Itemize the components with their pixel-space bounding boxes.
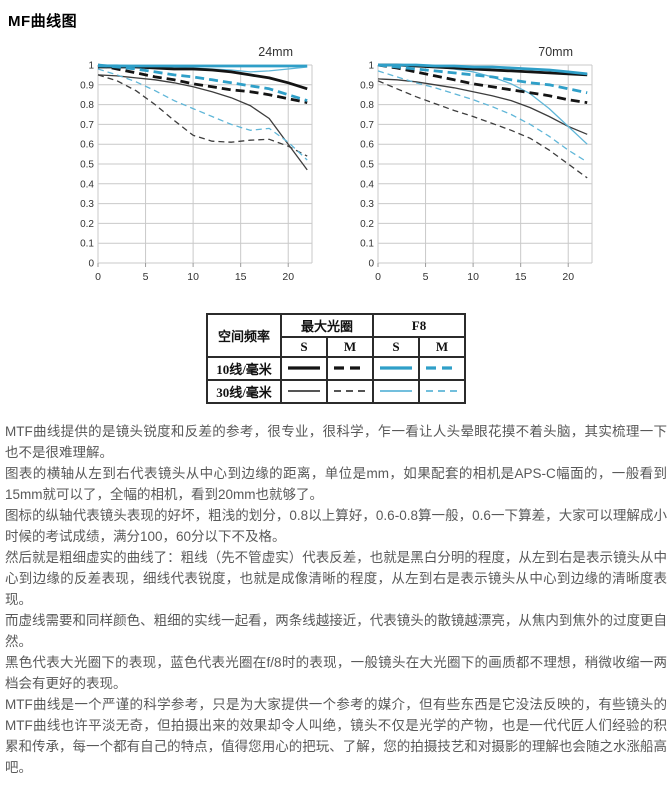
- article-paragraph: MTF曲线是一个严谨的科学参考，只是为大家提供一个参考的媒介，但有些东西是它没法…: [5, 697, 667, 775]
- svg-text:0.7: 0.7: [80, 120, 94, 131]
- svg-text:5: 5: [423, 271, 429, 283]
- svg-text:0.3: 0.3: [80, 199, 94, 210]
- svg-text:0.3: 0.3: [360, 199, 374, 210]
- article-paragraph: MTF曲线提供的是镜头锐度和反差的参考，很专业，很科学，乍一看让人头晕眼花摸不着…: [5, 424, 667, 460]
- svg-text:0.9: 0.9: [360, 80, 374, 91]
- legend-header-f8: F8: [372, 313, 466, 338]
- legend-line-sample: [418, 379, 466, 404]
- article-paragraph: 而虚线需要和同样颜色、粗细的实线一起看，两条线越接近，代表镜头的散镜越漂亮，从焦…: [5, 613, 667, 649]
- svg-text:0.1: 0.1: [80, 239, 94, 250]
- article-paragraph: 然后就是粗细虚实的曲线了：粗线（先不管虚实）代表反差，也就是黑白分明的程度，从左…: [5, 550, 667, 607]
- article-paragraph: 黑色代表大光圈下的表现，蓝色代表光圈在f/8时的表现，一般镜头在大光圈下的画质都…: [5, 655, 667, 691]
- svg-text:0.4: 0.4: [80, 179, 94, 190]
- svg-text:0.8: 0.8: [360, 100, 374, 111]
- svg-text:0.2: 0.2: [80, 219, 94, 230]
- chart-70mm-title: 70mm: [538, 45, 573, 59]
- chart-24mm: 24mm 1 0.9 0.8 0.7 0.6 0.5 0.4 0.3 0.2 0.1 0 0 5 10 15…: [73, 45, 319, 289]
- svg-text:0.4: 0.4: [360, 179, 374, 190]
- legend-table: 空间频率 最大光圈 F8 S M S M 10线/毫米 30线/毫米: [206, 313, 466, 404]
- legend-line-sample: [326, 379, 374, 404]
- svg-text:0.8: 0.8: [80, 100, 94, 111]
- svg-text:0.2: 0.2: [360, 219, 374, 230]
- mtf-charts-row: 24mm 1 0.9 0.8 0.7 0.6 0.5 0.4 0.3 0.2 0.1 0 0 5 10 15…: [0, 45, 672, 289]
- line-sample-black-thick-dashed: [334, 365, 366, 370]
- svg-text:0: 0: [95, 271, 101, 283]
- svg-text:0: 0: [375, 271, 381, 283]
- svg-text:10: 10: [467, 271, 479, 283]
- legend-header-s-max: S: [280, 336, 328, 358]
- legend-header-s-f8: S: [372, 336, 420, 358]
- legend-header-spatial-frequency: 空间频率: [206, 313, 282, 358]
- legend-line-sample: [280, 379, 328, 404]
- chart-24mm-title: 24mm: [258, 45, 293, 59]
- legend-line-sample: [280, 356, 328, 381]
- article-paragraph: 图表的横轴从左到右代表镜头从中心到边缘的距离，单位是mm，如果配套的相机是APS…: [5, 466, 667, 502]
- svg-text:0.7: 0.7: [360, 120, 374, 131]
- line-sample-black-thick-solid: [288, 365, 320, 370]
- legend-header-max-aperture: 最大光圈: [280, 313, 374, 338]
- line-sample-black-thin-dashed: [334, 389, 366, 392]
- legend-line-sample: [418, 356, 466, 381]
- svg-text:0.6: 0.6: [80, 140, 94, 151]
- svg-text:1: 1: [88, 61, 94, 72]
- chart-24mm-plot: 1 0.9 0.8 0.7 0.6 0.5 0.4 0.3 0.2 0.1 00 5 10 15 20: [80, 61, 313, 283]
- legend-row-label-10lines: 10线/毫米: [206, 356, 282, 381]
- line-sample-blue-thin-dashed: [426, 389, 458, 392]
- svg-text:20: 20: [562, 271, 574, 283]
- chart-70mm-plot: 1 0.9 0.8 0.7 0.6 0.5 0.4 0.3 0.2 0.1 00 5 10 15 20: [360, 61, 593, 283]
- legend-line-sample: [326, 356, 374, 381]
- article-body: MTF曲线提供的是镜头锐度和反差的参考，很专业，很科学，乍一看让人头晕眼花摸不着…: [0, 404, 672, 778]
- legend-header-m-f8: M: [418, 336, 466, 358]
- legend-header-m-max: M: [326, 336, 374, 358]
- chart-70mm: 70mm 1 0.9 0.8 0.7 0.6 0.5 0.4 0.3 0.2 0.1 0 0 5 10 15…: [353, 45, 599, 289]
- legend-row-10lines: 10线/毫米: [206, 356, 466, 381]
- line-sample-blue-thick-dashed: [426, 365, 458, 370]
- legend-row-30lines: 30线/毫米: [206, 379, 466, 404]
- article-paragraph: 图标的纵轴代表镜头表现的好坏，粗浅的划分，0.8以上算好，0.6-0.8算一般，…: [5, 508, 667, 544]
- svg-text:0.1: 0.1: [360, 239, 374, 250]
- svg-text:15: 15: [235, 271, 247, 283]
- svg-text:0.6: 0.6: [360, 140, 374, 151]
- svg-text:0.5: 0.5: [80, 160, 94, 171]
- line-sample-black-thin-solid: [288, 389, 320, 392]
- svg-text:0.5: 0.5: [360, 160, 374, 171]
- legend-row-label-30lines: 30线/毫米: [206, 379, 282, 404]
- svg-text:15: 15: [515, 271, 527, 283]
- line-sample-blue-thin-solid: [380, 389, 412, 392]
- page-title: MF曲线图: [8, 13, 78, 30]
- legend-line-sample: [372, 379, 420, 404]
- legend-line-sample: [372, 356, 420, 381]
- svg-text:20: 20: [282, 271, 294, 283]
- svg-text:5: 5: [143, 271, 149, 283]
- svg-text:10: 10: [187, 271, 199, 283]
- svg-text:0.9: 0.9: [80, 80, 94, 91]
- svg-text:1: 1: [368, 61, 374, 72]
- svg-text:0: 0: [368, 259, 374, 270]
- svg-text:0: 0: [88, 259, 94, 270]
- line-sample-blue-thick-solid: [380, 365, 412, 370]
